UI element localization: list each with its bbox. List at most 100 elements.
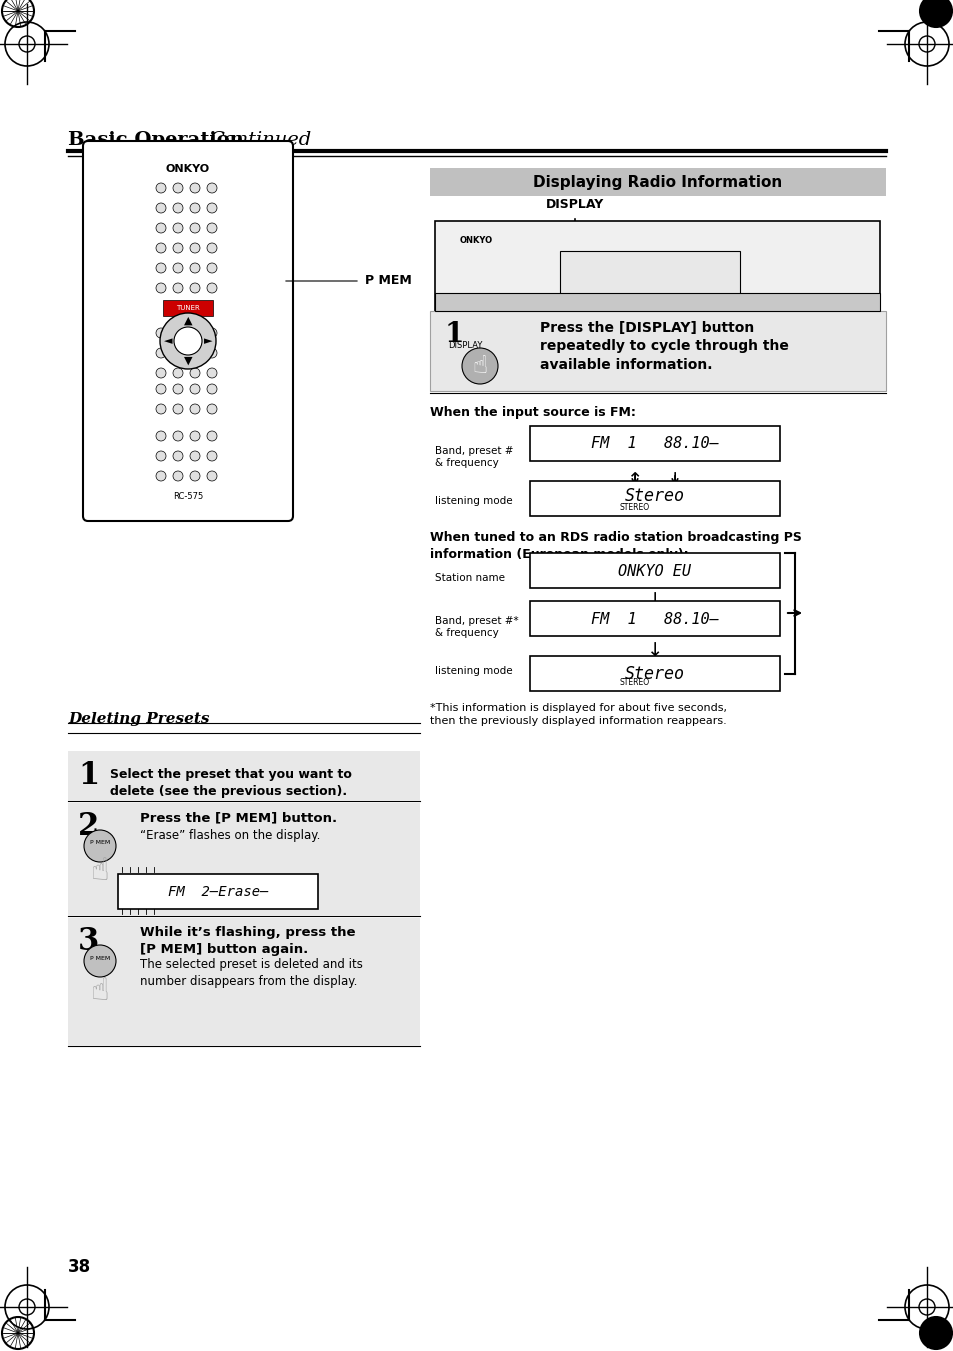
Circle shape <box>190 182 200 193</box>
Text: listening mode: listening mode <box>435 666 512 676</box>
Text: ↓: ↓ <box>646 642 662 661</box>
Circle shape <box>190 404 200 413</box>
Text: 1: 1 <box>78 761 99 792</box>
Circle shape <box>207 328 216 338</box>
Text: DISPLAY: DISPLAY <box>545 199 603 211</box>
Text: When tuned to an RDS radio station broadcasting PS
information (European models : When tuned to an RDS radio station broad… <box>430 531 801 561</box>
Circle shape <box>190 367 200 378</box>
Circle shape <box>831 267 847 284</box>
Circle shape <box>207 367 216 378</box>
Text: Displaying Radio Information: Displaying Radio Information <box>533 174 781 189</box>
Bar <box>435 293 879 311</box>
Text: 3: 3 <box>78 925 99 957</box>
Text: “Erase” flashes on the display.: “Erase” flashes on the display. <box>140 830 320 842</box>
Text: Press the [P MEM] button.: Press the [P MEM] button. <box>140 811 336 824</box>
Circle shape <box>156 404 166 413</box>
Text: FM  2–Erase–: FM 2–Erase– <box>168 885 268 898</box>
Text: P MEM: P MEM <box>90 955 110 961</box>
Circle shape <box>160 313 215 369</box>
Circle shape <box>156 263 166 273</box>
Text: The selected preset is deleted and its
number disappears from the display.: The selected preset is deleted and its n… <box>140 958 362 988</box>
Text: Stereo: Stereo <box>624 665 684 684</box>
Circle shape <box>2 0 34 27</box>
Circle shape <box>172 349 183 358</box>
Circle shape <box>190 471 200 481</box>
Circle shape <box>190 203 200 213</box>
Circle shape <box>207 282 216 293</box>
Text: ◄: ◄ <box>164 336 172 346</box>
Circle shape <box>190 431 200 440</box>
Circle shape <box>190 451 200 461</box>
FancyBboxPatch shape <box>83 141 293 521</box>
Bar <box>68 751 419 801</box>
Text: DISPLAY: DISPLAY <box>448 340 482 350</box>
Text: ↑: ↑ <box>626 471 642 490</box>
Circle shape <box>156 451 166 461</box>
Circle shape <box>172 182 183 193</box>
Text: Station name: Station name <box>435 573 504 584</box>
Bar <box>118 874 317 909</box>
Text: Basic Operation: Basic Operation <box>68 131 244 149</box>
Circle shape <box>207 263 216 273</box>
Circle shape <box>172 431 183 440</box>
Text: FM  1   88.10—: FM 1 88.10— <box>591 436 719 451</box>
Circle shape <box>190 349 200 358</box>
Circle shape <box>190 282 200 293</box>
Text: ☝: ☝ <box>91 857 110 885</box>
Circle shape <box>190 384 200 394</box>
Bar <box>435 222 879 311</box>
Circle shape <box>207 451 216 461</box>
Text: ☝: ☝ <box>91 977 110 1005</box>
Text: listening mode: listening mode <box>435 496 512 507</box>
Circle shape <box>172 451 183 461</box>
Circle shape <box>156 282 166 293</box>
Text: Band, preset #*
& frequency: Band, preset #* & frequency <box>435 616 518 639</box>
Text: FM  1   88.10—: FM 1 88.10— <box>591 612 719 627</box>
Circle shape <box>156 471 166 481</box>
Text: When the input source is FM:: When the input source is FM: <box>430 407 636 419</box>
Circle shape <box>207 349 216 358</box>
Text: ONKYO: ONKYO <box>166 163 210 174</box>
Bar <box>530 601 780 636</box>
Circle shape <box>172 367 183 378</box>
Circle shape <box>173 327 202 355</box>
Bar <box>530 481 780 516</box>
Text: Band, preset #
& frequency: Band, preset # & frequency <box>435 446 513 469</box>
Text: Stereo: Stereo <box>624 486 684 505</box>
Circle shape <box>207 431 216 440</box>
Text: ↓: ↓ <box>646 592 662 611</box>
Circle shape <box>172 384 183 394</box>
Bar <box>430 168 885 196</box>
Circle shape <box>172 243 183 253</box>
Text: ONKYO: ONKYO <box>459 236 493 245</box>
Text: P MEM: P MEM <box>365 274 412 288</box>
Text: ▲: ▲ <box>184 316 193 326</box>
Text: ↓: ↓ <box>666 471 682 490</box>
Circle shape <box>781 267 797 284</box>
Circle shape <box>156 349 166 358</box>
Circle shape <box>84 944 116 977</box>
Circle shape <box>156 243 166 253</box>
Circle shape <box>172 263 183 273</box>
Text: ►: ► <box>204 336 212 346</box>
Circle shape <box>172 223 183 232</box>
Text: 2: 2 <box>78 811 99 842</box>
Text: STEREO: STEREO <box>619 678 649 688</box>
Text: 38: 38 <box>68 1258 91 1275</box>
Circle shape <box>156 367 166 378</box>
Text: *This information is displayed for about five seconds,
then the previously displ: *This information is displayed for about… <box>430 703 726 727</box>
Text: 1: 1 <box>444 322 464 349</box>
Text: —: — <box>198 131 217 149</box>
Circle shape <box>207 471 216 481</box>
Circle shape <box>207 384 216 394</box>
Circle shape <box>207 182 216 193</box>
Circle shape <box>156 328 166 338</box>
Text: ONKYO EU: ONKYO EU <box>618 563 691 578</box>
Circle shape <box>172 282 183 293</box>
Bar <box>68 917 419 1046</box>
Circle shape <box>207 203 216 213</box>
Circle shape <box>84 830 116 862</box>
Bar <box>530 657 780 690</box>
Text: P MEM: P MEM <box>90 840 110 846</box>
Circle shape <box>172 203 183 213</box>
